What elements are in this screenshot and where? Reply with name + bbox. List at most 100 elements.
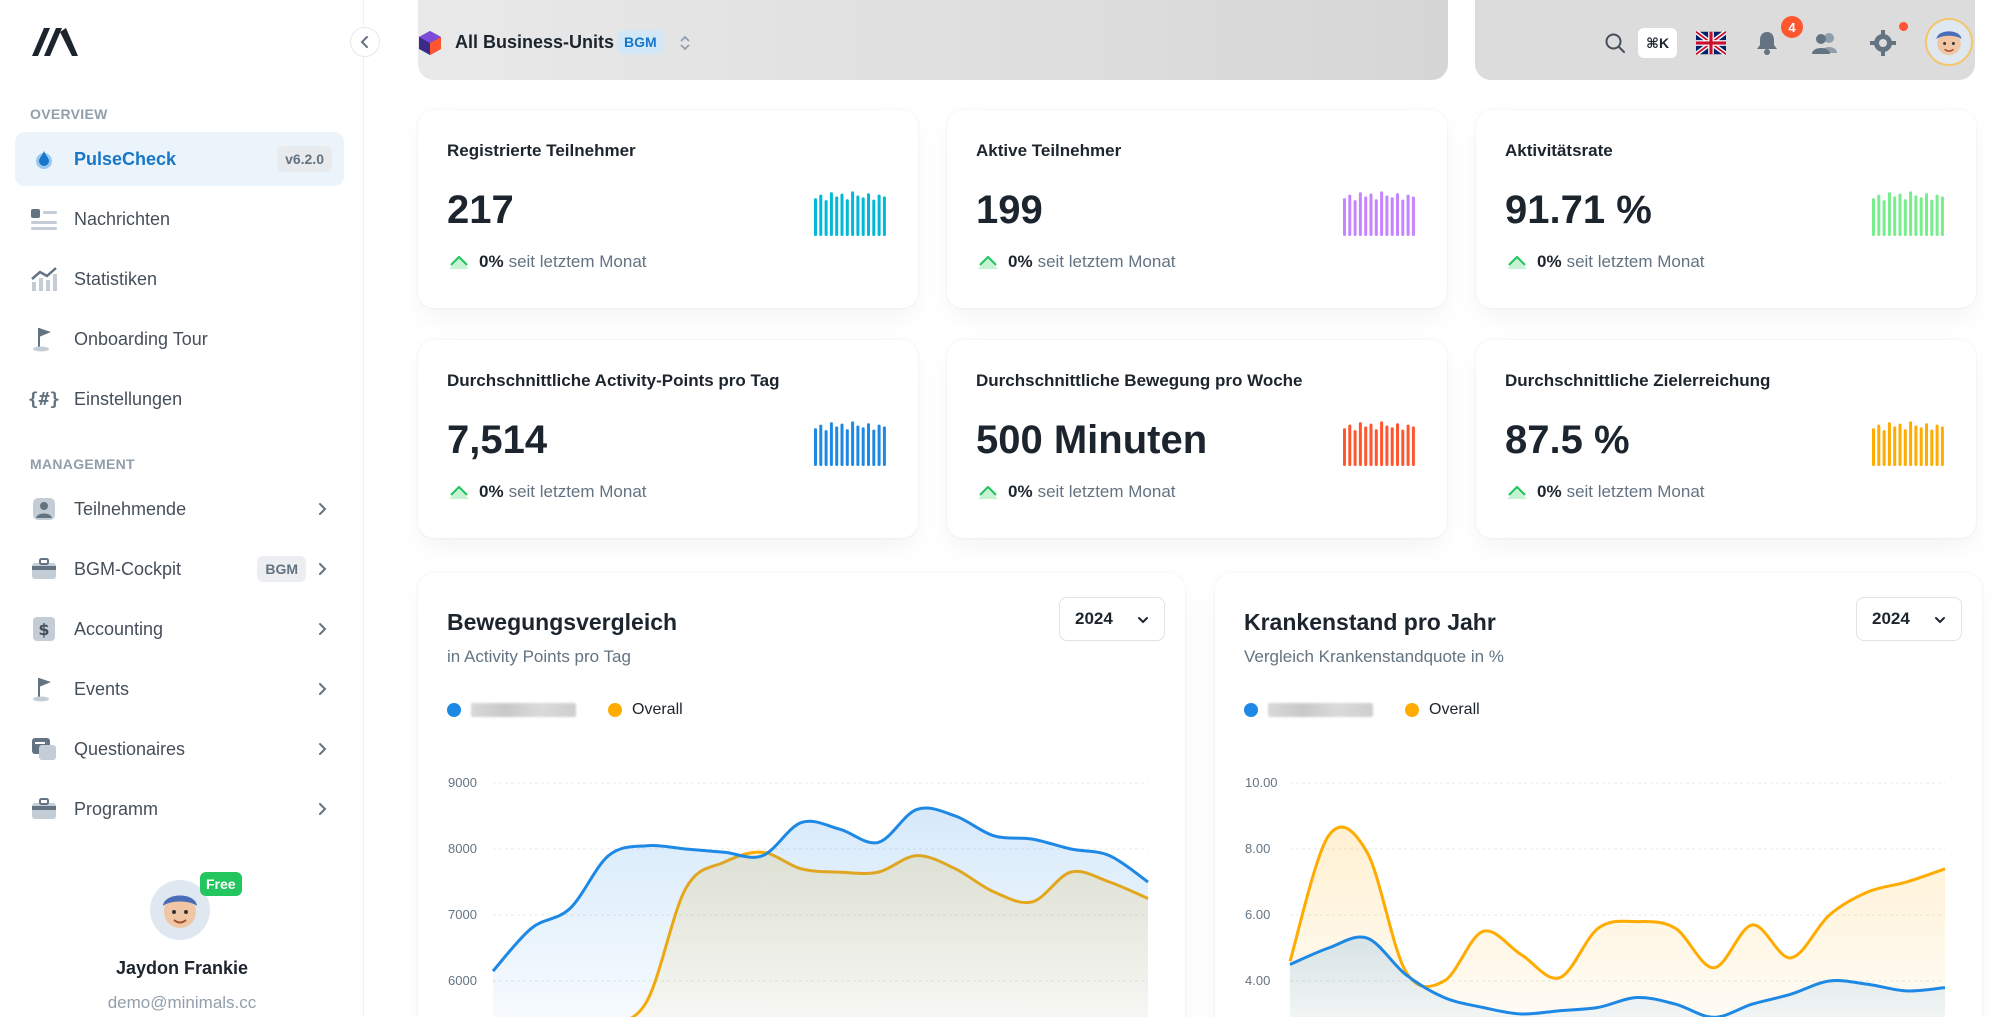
sparkline-bar [1374,199,1378,236]
sparkline-bar [1914,195,1918,236]
sidebar-item-programm[interactable]: Programm [15,782,344,836]
sparkline-bar [1882,200,1886,236]
y-tick-label: 9000 [448,775,477,790]
sparkline-bar [1903,199,1907,236]
sidebar-item-nachrichten[interactable]: Nachrichten [15,192,344,246]
stat-trend: 0% seit letztem Monat [976,252,1176,272]
settings-button[interactable] [1868,28,1898,58]
sidebar-item-questionaires[interactable]: Questionaires [15,722,344,776]
sidebar-item-accounting[interactable]: $ Accounting [15,602,344,656]
sidebar-item-einstellungen[interactable]: {#} Einstellungen [15,372,344,426]
sidebar-item-onboarding-tour[interactable]: Onboarding Tour [15,312,344,366]
app-logo-icon[interactable] [30,24,80,58]
chevron-right-icon [319,803,327,815]
sparkline-bar [1925,423,1928,466]
chart-title: Krankenstand pro Jahr [1244,609,1496,635]
sparkline-bar [1909,191,1913,236]
briefcase-icon [30,795,58,823]
language-button[interactable] [1696,28,1726,58]
chevron-left-icon [360,36,368,48]
users-icon [1812,33,1837,54]
sparkline-bar [814,428,817,466]
stat-trend-text: seit letztem Monat [1037,482,1176,501]
sidebar-item-label: PulseCheck [74,148,177,169]
sparkline-bar [851,191,855,236]
sparkline-bar [872,429,876,466]
sparkline-bar [1406,424,1410,466]
sparkline-bar [814,198,817,236]
chart-subtitle: in Activity Points pro Tag [447,647,631,666]
stat-title: Durchschnittliche Activity-Points pro Ta… [447,371,780,390]
sparkline-bar [1893,426,1897,466]
sidebar-item-statistiken[interactable]: Statistiken [15,252,344,306]
sort-icon[interactable] [678,33,692,53]
sparkline-bar [1401,429,1405,466]
sidebar-item-events[interactable]: Events [15,662,344,716]
sparkline-bar [867,423,870,466]
sparkline-bars [814,421,886,466]
year-select[interactable]: 2024 [1059,597,1165,641]
stat-trend-percent: 0% [1008,482,1033,501]
stat-trend: 0% seit letztem Monat [976,482,1176,502]
sidebar-item-label: Questionaires [74,738,186,759]
sparkline-bar [1396,423,1399,466]
sparkline-bar [1358,422,1362,466]
sparkline-bar [1348,194,1352,236]
year-select-value: 2024 [1075,609,1113,628]
sparkline-bar [1935,424,1939,466]
trend-up-icon [978,485,998,499]
legend-dot-orange [1405,703,1419,717]
sparkline-bar [845,199,849,236]
svg-text:$: $ [38,620,49,639]
stat-title: Registrierte Teilnehmer [447,141,636,160]
series-line[interactable] [1289,935,1946,1017]
stat-value: 7,514 [447,418,548,462]
notifications-button[interactable] [1752,28,1782,58]
search-button[interactable] [1600,28,1630,58]
sparkline-bar [872,199,876,236]
series-line[interactable] [1288,825,1946,989]
sparkline-bar [829,192,833,236]
legend-label-overall: Overall [1429,701,1480,718]
collapse-sidebar-button[interactable] [350,27,380,57]
stat-trend: 0% seit letztem Monat [1505,482,1705,502]
sparkline-bar [1364,196,1368,236]
business-unit-selector[interactable]: All Business-Units [455,32,615,52]
sparkline-bar [1940,426,1944,466]
sparkline-bar [1385,195,1389,236]
trend-up-icon [1507,485,1527,499]
sparkline-bar [861,427,865,466]
search-icon [1605,33,1625,53]
series-area [493,807,1148,1017]
sick-leave-area-chart[interactable]: 10.00 8.00 6.00 4.00 [1215,573,1982,1017]
chevron-right-icon [319,503,327,515]
sidebar-item-pulsecheck[interactable]: PulseCheck v6.2.0 [15,132,344,186]
series-line[interactable] [491,806,1149,973]
sparkline-bar [856,425,860,466]
sparkline-bar [1385,425,1389,466]
sparkline-bar [1877,424,1881,466]
movement-area-chart[interactable]: 9000 8000 7000 6000 [418,573,1185,1017]
account-avatar[interactable] [1925,18,1973,66]
droplet-icon [30,145,58,173]
sparkline-bar [1898,423,1902,466]
plan-badge: Free [200,872,242,896]
contacts-button[interactable] [1810,28,1840,58]
chart-subtitle: Vergleich Krankenstandquote in % [1244,647,1504,666]
sidebar-item-teilnehmende[interactable]: Teilnehmende [15,482,344,536]
year-select-value: 2024 [1872,609,1910,628]
settings-indicator-dot [1899,22,1908,31]
sparkline-bar [824,430,828,466]
chart-title: Bewegungsvergleich [447,609,678,635]
stat-trend-percent: 0% [479,482,504,501]
sidebar-item-bgm-cockpit[interactable]: BGM-Cockpit BGM [15,542,344,596]
version-badge: v6.2.0 [277,146,332,172]
sparkline-bars [1343,421,1415,466]
sparkline-bar [1343,198,1346,236]
sparkline-bar [1930,429,1934,466]
stat-title: Aktive Teilnehmer [976,141,1122,160]
sparkline-bar [1903,429,1907,466]
year-select[interactable]: 2024 [1856,597,1962,641]
y-tick-label: 8.00 [1245,841,1270,856]
sparkline-bar [1882,430,1886,466]
